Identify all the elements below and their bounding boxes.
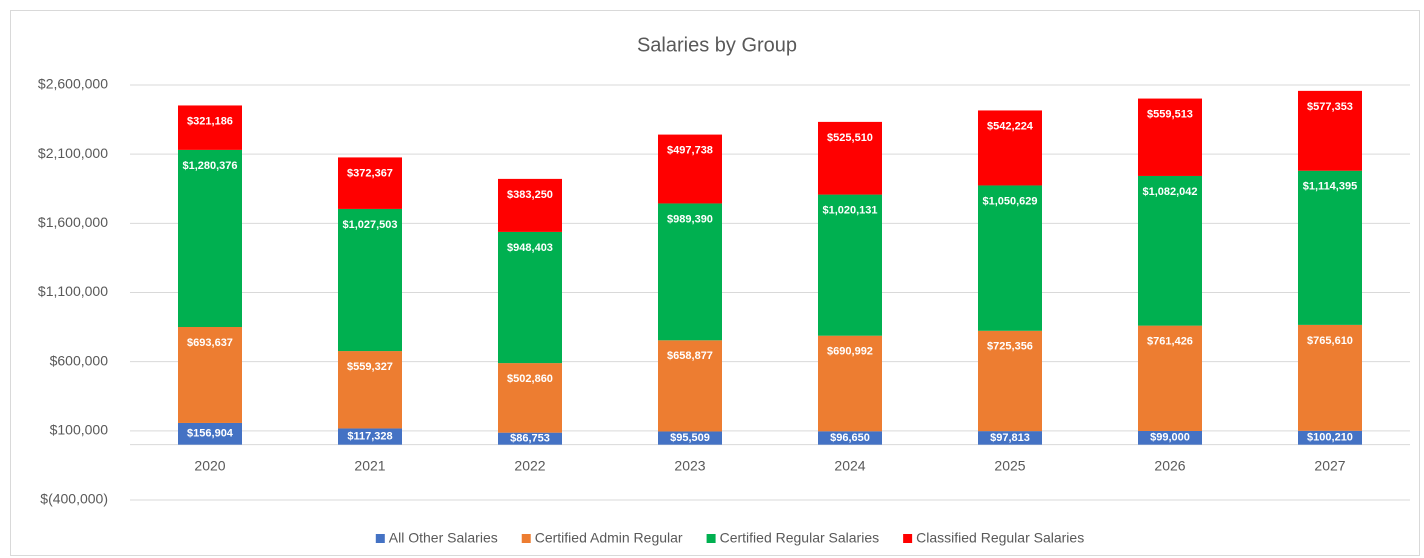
data-label: $725,356: [987, 341, 1033, 353]
y-tick-label: $2,100,000: [38, 145, 108, 161]
legend-label: All Other Salaries: [389, 530, 498, 546]
legend-swatch: [521, 534, 531, 543]
data-label: $95,509: [670, 432, 710, 444]
data-label: $117,328: [347, 430, 392, 442]
data-label: $1,280,376: [182, 160, 237, 172]
bar-segment: [1138, 325, 1202, 431]
data-label: $989,390: [667, 213, 713, 225]
y-tick-label: $600,000: [50, 352, 109, 368]
data-label: $383,250: [507, 189, 553, 201]
bar-segment: [658, 203, 722, 341]
bar-segment: [1138, 98, 1202, 176]
x-tick-label: 2021: [354, 457, 385, 473]
y-tick-label: $1,600,000: [38, 214, 108, 230]
data-label: $372,367: [347, 167, 393, 179]
bar-segment: [978, 431, 1042, 445]
data-label: $559,327: [347, 361, 393, 373]
bar-segment: [978, 185, 1042, 331]
data-label: $96,650: [830, 432, 870, 444]
legend-swatch: [375, 534, 385, 543]
data-label: $156,904: [187, 428, 234, 440]
data-label: $99,000: [1150, 432, 1190, 444]
bar-segment: [658, 134, 722, 204]
x-tick-label: 2022: [514, 457, 545, 473]
bar-segment: [338, 157, 402, 209]
legend-label: Certified Regular Salaries: [720, 530, 880, 546]
data-label: $690,992: [827, 346, 873, 358]
legend-swatch: [903, 534, 913, 543]
bar-segment: [818, 431, 882, 445]
data-label: $86,753: [510, 433, 550, 445]
y-tick-label: $1,100,000: [38, 283, 108, 299]
legend-label: Certified Admin Regular: [535, 530, 683, 546]
bar-segment: [178, 149, 242, 328]
data-label: $1,020,131: [822, 204, 877, 216]
data-label: $577,353: [1307, 101, 1353, 113]
data-label: $761,426: [1147, 336, 1193, 348]
data-label: $559,513: [1147, 108, 1193, 120]
bar-segment: [178, 422, 242, 445]
bar-segment: [1298, 324, 1362, 431]
bar-segment: [1138, 430, 1202, 445]
data-label: $1,114,395: [1303, 181, 1357, 193]
data-label: $1,050,629: [982, 195, 1037, 207]
chart-title: Salaries by Group: [637, 34, 797, 56]
data-label: $525,510: [827, 132, 873, 144]
x-tick-label: 2027: [1314, 457, 1345, 473]
bar-segment: [818, 194, 882, 336]
bar-segment: [1138, 175, 1202, 326]
y-tick-label: $2,600,000: [38, 76, 108, 92]
y-tick-label: $(400,000): [40, 491, 108, 507]
data-label: $658,877: [667, 350, 713, 362]
data-label: $1,027,503: [342, 219, 397, 231]
data-label: $765,610: [1307, 335, 1353, 347]
bar-segment: [1298, 90, 1362, 171]
bar-segment: [978, 330, 1042, 432]
bar-segment: [1298, 430, 1362, 445]
data-label: $100,210: [1307, 432, 1353, 444]
bar-segment: [338, 428, 402, 445]
data-label: $97,813: [990, 432, 1030, 444]
bar-segment: [658, 431, 722, 445]
bar-segment: [1298, 170, 1362, 325]
bar-segment: [498, 178, 562, 232]
bar-segment: [338, 208, 402, 352]
y-tick-label: $100,000: [50, 422, 109, 438]
data-label: $542,224: [987, 120, 1034, 132]
legend-swatch: [706, 534, 716, 543]
data-label: $502,860: [507, 373, 553, 385]
data-label: $948,403: [507, 242, 553, 254]
bar-segment: [978, 110, 1042, 186]
bar-segment: [818, 335, 882, 432]
x-tick-label: 2020: [194, 457, 225, 473]
x-tick-label: 2026: [1154, 457, 1185, 473]
x-tick-label: 2023: [674, 457, 705, 473]
x-tick-label: 2024: [834, 457, 865, 473]
bar-segment: [498, 363, 562, 433]
legend-label: Classified Regular Salaries: [916, 530, 1084, 546]
bar-segment: [818, 121, 882, 195]
data-label: $693,637: [187, 337, 233, 349]
bar-segment: [658, 340, 722, 432]
data-label: $497,738: [667, 144, 713, 156]
bar-segment: [338, 351, 402, 429]
bar-segment: [178, 105, 242, 150]
bar-segment: [178, 327, 242, 423]
data-label: $1,082,042: [1142, 186, 1197, 198]
data-label: $321,186: [187, 115, 233, 127]
bar-segment: [498, 432, 562, 445]
bar-segment: [498, 231, 562, 364]
x-tick-label: 2025: [994, 457, 1025, 473]
